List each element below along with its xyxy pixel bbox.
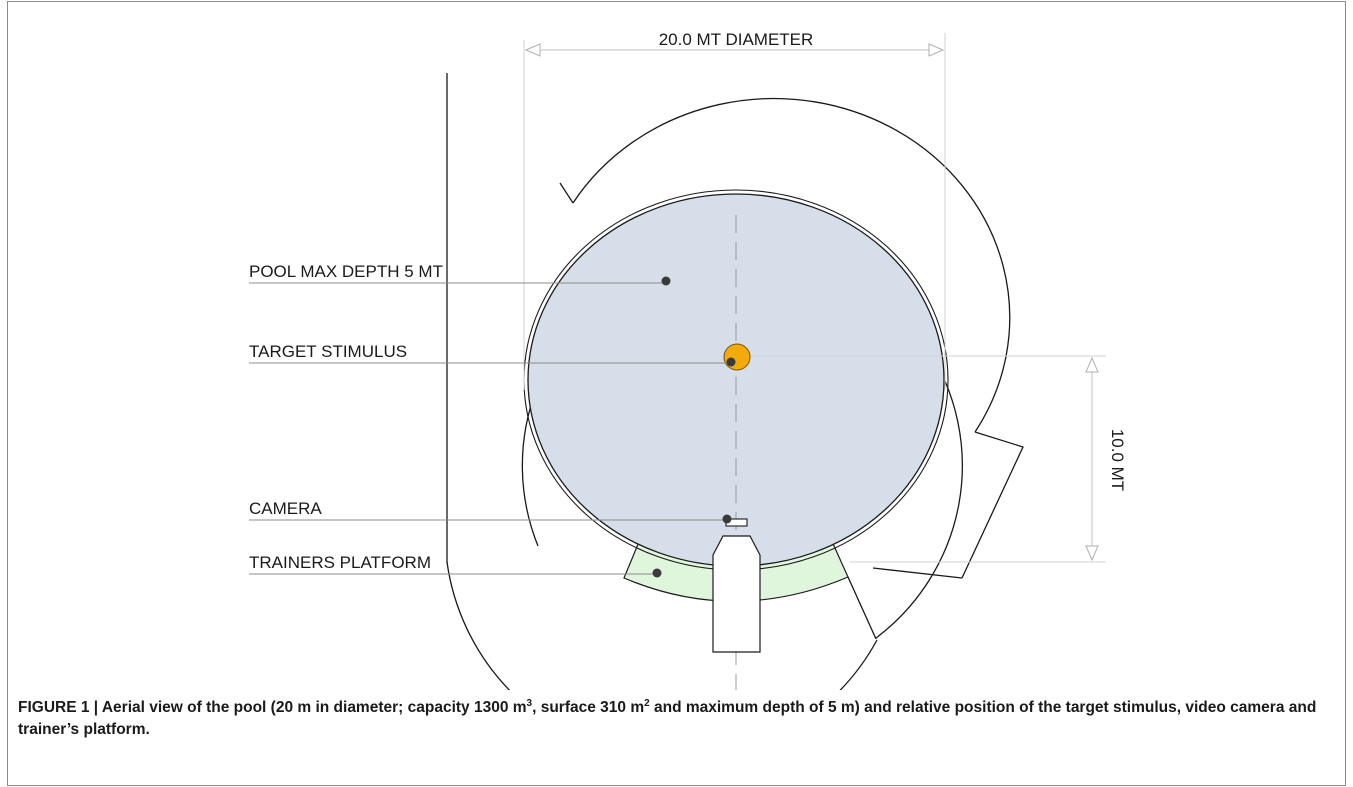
caption-superscript-square: 2 — [644, 697, 650, 709]
figure-caption: FIGURE 1 | Aerial view of the pool (20 m… — [18, 697, 1333, 741]
platform-marker — [652, 568, 662, 578]
diameter-arrow-left — [524, 43, 541, 57]
target-marker — [726, 357, 736, 367]
diameter-label: 20.0 MT DIAMETER — [659, 30, 814, 49]
distance-label: 10.0 MT — [1108, 429, 1127, 491]
camera-label: CAMERA — [249, 499, 322, 518]
target-label: TARGET STIMULUS — [249, 342, 407, 361]
outer-ring — [446, 561, 878, 690]
target-stimulus — [723, 343, 751, 371]
wall-notch-top — [559, 182, 574, 204]
wall-extension-right — [961, 431, 1024, 579]
caption-suffix: and maximum depth of 5 m) and relative p… — [18, 699, 1317, 738]
platform-label: TRAINERS PLATFORM — [249, 553, 431, 572]
figure-frame — [7, 1, 1346, 786]
camera-dock — [712, 535, 761, 653]
caption-superscript-cubic: 3 — [526, 697, 533, 709]
pool-diagram: 20.0 MT DIAMETER 10.0 MT POOL MAX DEPTH … — [249, 30, 1127, 690]
camera-marker — [722, 514, 732, 524]
walkway-inner-ring — [572, 97, 1011, 433]
platform-side-line — [847, 576, 877, 640]
caption-middle: , surface 310 m — [532, 699, 645, 716]
caption-prefix: FIGURE 1 | Aerial view of the pool (20 m… — [18, 699, 527, 716]
depth-marker — [661, 276, 671, 286]
distance-arrow-bottom — [1085, 545, 1099, 562]
diameter-arrow-right — [928, 43, 945, 57]
depth-label: POOL MAX DEPTH 5 MT — [249, 262, 443, 281]
distance-arrow-top — [1085, 356, 1099, 373]
wall-extension-lower — [872, 567, 963, 579]
